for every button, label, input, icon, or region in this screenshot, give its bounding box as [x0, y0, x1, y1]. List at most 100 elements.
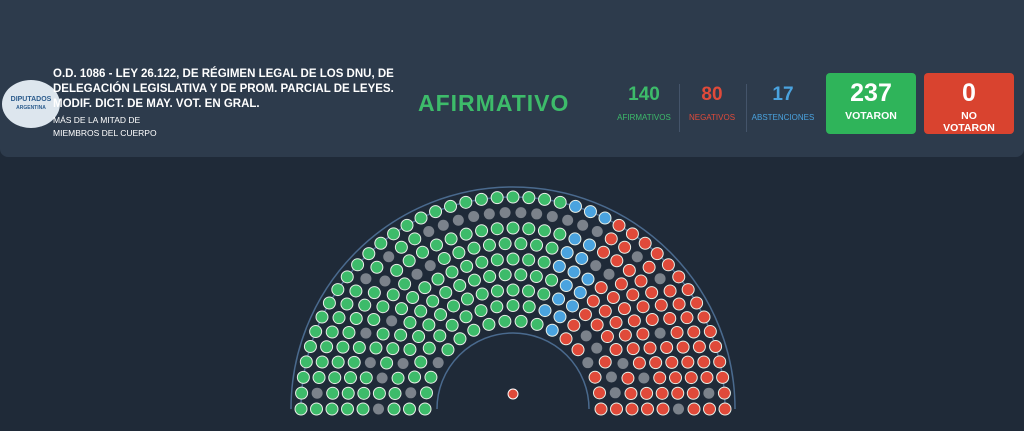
seat	[578, 308, 592, 322]
seat	[490, 222, 504, 236]
logo-text: ARGENTINA	[16, 105, 46, 111]
seat	[626, 342, 640, 356]
seat	[622, 263, 636, 277]
seat	[483, 270, 497, 284]
seat	[700, 370, 714, 384]
seat	[447, 299, 460, 313]
seat	[506, 190, 520, 204]
seat	[482, 317, 496, 331]
seat	[645, 313, 659, 327]
total: 237 VOTARON	[826, 73, 916, 134]
seat	[566, 299, 579, 313]
seat	[341, 386, 355, 400]
seat	[567, 318, 581, 332]
seat-empty	[673, 403, 684, 415]
seat-empty	[605, 371, 617, 383]
seat	[671, 386, 685, 400]
seat	[403, 402, 416, 416]
seat-empty	[379, 275, 391, 287]
seat	[303, 340, 317, 354]
seat	[676, 340, 690, 354]
seat	[418, 402, 432, 416]
seat	[390, 263, 404, 277]
seat	[697, 310, 711, 324]
seat	[636, 300, 650, 314]
seat	[342, 326, 356, 340]
seat	[583, 205, 597, 219]
seat	[294, 402, 308, 416]
seat-empty	[499, 207, 511, 219]
seat	[660, 340, 674, 354]
seat	[680, 311, 694, 325]
seat	[444, 199, 458, 213]
seat-empty	[531, 208, 543, 220]
seat	[594, 402, 608, 416]
seat	[597, 245, 610, 259]
count-value: 140	[628, 84, 660, 105]
seat	[349, 284, 363, 298]
seat	[655, 386, 669, 400]
seat	[609, 343, 623, 356]
seat	[618, 240, 632, 254]
seat	[654, 298, 668, 312]
seat	[634, 274, 648, 288]
seat-empty	[452, 214, 464, 226]
seat	[453, 278, 467, 292]
seat	[388, 386, 402, 400]
seat	[642, 260, 656, 274]
seat-empty	[383, 251, 395, 263]
seat	[618, 328, 632, 342]
seat	[419, 386, 433, 400]
seat	[467, 241, 481, 255]
seat-empty	[360, 273, 372, 285]
seat	[331, 283, 345, 297]
seat	[418, 281, 432, 295]
seat	[429, 205, 443, 219]
seat	[374, 236, 388, 250]
seat	[568, 199, 582, 213]
seat	[581, 272, 595, 286]
count-label: NEGATIVOS	[688, 113, 736, 122]
seat	[514, 268, 528, 282]
seat	[315, 355, 329, 369]
separator	[746, 84, 747, 132]
seat	[359, 371, 373, 385]
seat	[474, 192, 488, 206]
seat	[474, 304, 488, 318]
seat	[453, 332, 467, 346]
seat	[506, 221, 520, 235]
arc	[290, 186, 736, 410]
seat	[627, 314, 641, 328]
seat	[538, 304, 552, 318]
seat	[394, 240, 408, 254]
seat-empty	[603, 268, 615, 280]
seat-president	[507, 388, 519, 400]
seat	[625, 402, 639, 416]
seat	[434, 308, 448, 322]
seat-empty	[590, 260, 602, 272]
seat-empty	[376, 372, 388, 384]
total-value: 0	[962, 79, 976, 107]
seat	[490, 253, 504, 267]
seat	[560, 246, 574, 260]
seat	[386, 288, 400, 302]
arc	[436, 332, 590, 410]
seat	[545, 241, 559, 255]
count: 140 AFIRMATIVOS	[611, 84, 677, 122]
seat	[718, 402, 732, 416]
seat	[422, 318, 436, 332]
seat	[681, 355, 695, 369]
seat	[498, 314, 512, 328]
result: AFIRMATIVO	[418, 90, 570, 116]
seat	[598, 304, 612, 318]
seat	[522, 253, 536, 267]
seat	[295, 386, 309, 400]
total-value: 237	[850, 79, 892, 107]
seat	[475, 287, 489, 301]
seat	[387, 402, 401, 416]
seat	[369, 341, 383, 355]
seat	[617, 302, 631, 316]
seat	[716, 370, 730, 384]
seat	[717, 386, 731, 400]
